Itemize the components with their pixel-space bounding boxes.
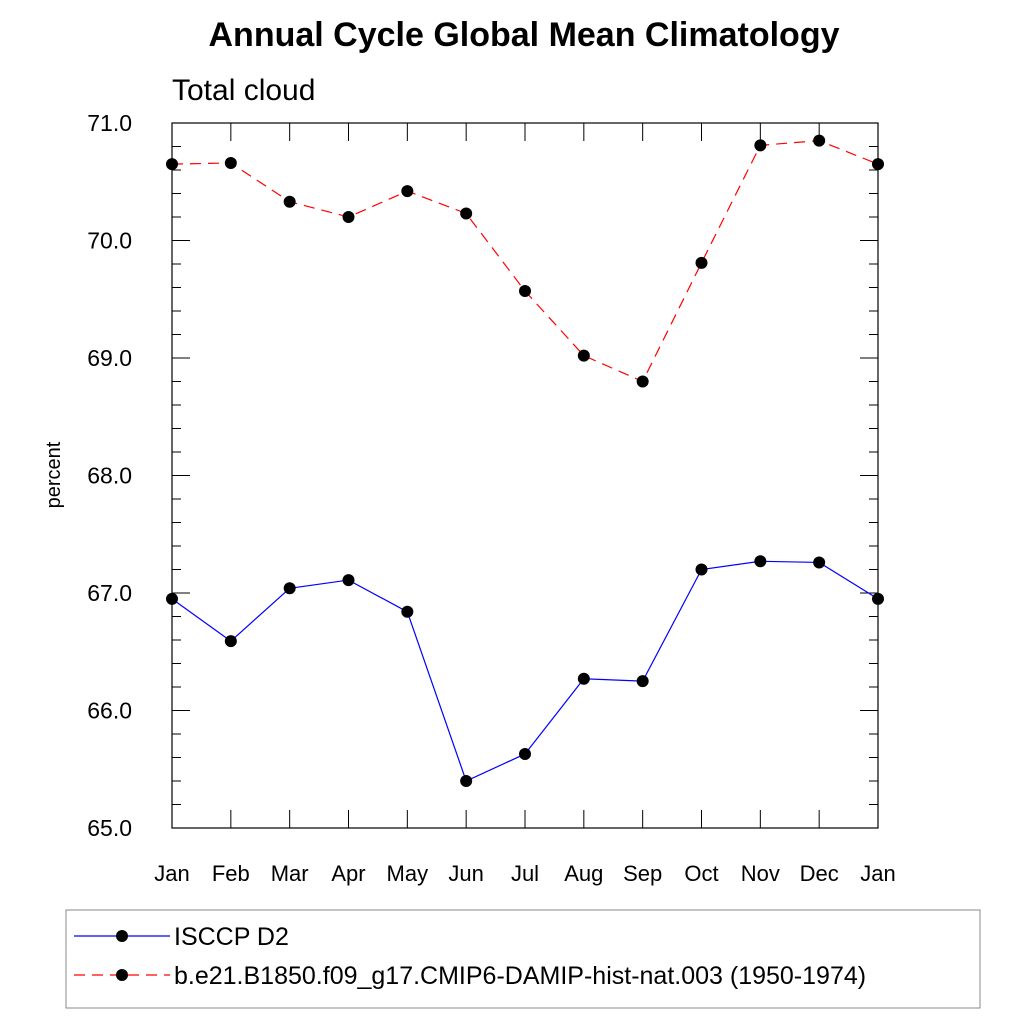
series-1-point bbox=[813, 556, 826, 569]
x-tick-label: Aug bbox=[564, 861, 603, 886]
axis-ticks bbox=[171, 122, 879, 829]
series-1-point bbox=[636, 675, 649, 688]
plot-border bbox=[171, 122, 879, 829]
series-2-point bbox=[519, 285, 531, 298]
series-1-point bbox=[460, 775, 473, 787]
y-tick-labels: 65.0 66.0 67.0 68.0 69.0 70.0 71.0 bbox=[87, 110, 132, 841]
y-tick-label: 68.0 bbox=[87, 463, 132, 489]
x-tick-label: Oct bbox=[684, 861, 718, 886]
series-1-point bbox=[401, 605, 414, 618]
series-1-point bbox=[754, 555, 767, 568]
series bbox=[166, 134, 884, 787]
y-tick-label: 66.0 bbox=[87, 698, 132, 724]
y-tick-label: 69.0 bbox=[87, 345, 132, 371]
series-2-point bbox=[401, 185, 414, 198]
series-2-point bbox=[636, 375, 649, 388]
chart-title: Annual Cycle Global Mean Climatology bbox=[209, 16, 840, 54]
x-tick-label: Apr bbox=[331, 861, 365, 886]
x-tick-label: Nov bbox=[741, 861, 780, 886]
y-tick-label: 65.0 bbox=[87, 815, 132, 841]
series-2-point bbox=[754, 139, 767, 152]
series-1-point bbox=[166, 592, 178, 605]
plot-frame bbox=[171, 122, 879, 829]
series-1-point bbox=[872, 592, 884, 605]
series-2-point bbox=[283, 195, 296, 208]
legend-label-2: b.e21.B1850.f09_g17.CMIP6-DAMIP-hist-nat… bbox=[174, 962, 866, 990]
series-2-point bbox=[460, 207, 473, 220]
series-2-point bbox=[224, 156, 237, 169]
x-tick-label: Jan bbox=[860, 861, 895, 886]
x-tick-label: Jan bbox=[154, 861, 189, 886]
series-1-point bbox=[224, 635, 237, 648]
series-1-point bbox=[577, 672, 590, 685]
legend-box bbox=[65, 909, 981, 1009]
series-2-point bbox=[872, 158, 884, 171]
series-1-point bbox=[519, 747, 531, 760]
series-2-point bbox=[577, 349, 590, 362]
x-tick-labels: Jan Feb Mar Apr May Jun Jul Aug Sep Oct Nov Dec Jan bbox=[154, 861, 895, 886]
legend-marker-2 bbox=[116, 969, 128, 981]
legend-label-1: ISCCP D2 bbox=[174, 923, 289, 951]
chart-subtitle: Total cloud bbox=[172, 74, 315, 107]
x-tick-label: Sep bbox=[623, 861, 662, 886]
series-line-2 bbox=[171, 140, 879, 383]
x-tick-label: Mar bbox=[271, 861, 309, 886]
y-tick-label: 71.0 bbox=[87, 110, 132, 136]
series-1-point bbox=[342, 574, 355, 587]
y-axis-label: percent bbox=[43, 441, 65, 508]
series-2-point bbox=[813, 134, 826, 147]
series-2-point bbox=[166, 158, 178, 171]
x-tick-label: May bbox=[387, 861, 429, 886]
series-2-point bbox=[342, 211, 355, 223]
y-tick-label: 67.0 bbox=[87, 580, 132, 606]
legend-marker-1 bbox=[116, 930, 128, 942]
series-1-point bbox=[695, 563, 708, 576]
x-tick-label: Feb bbox=[212, 861, 250, 886]
y-tick-label: 70.0 bbox=[87, 228, 132, 254]
x-tick-label: Jun bbox=[448, 861, 483, 886]
legend: ISCCP D2 b.e21.B1850.f09_g17.CMIP6-DAMIP-… bbox=[74, 923, 866, 990]
x-tick-label: Jul bbox=[511, 861, 539, 886]
x-tick-label: Dec bbox=[800, 861, 839, 886]
series-1-point bbox=[283, 582, 296, 595]
series-2-point bbox=[695, 256, 708, 269]
